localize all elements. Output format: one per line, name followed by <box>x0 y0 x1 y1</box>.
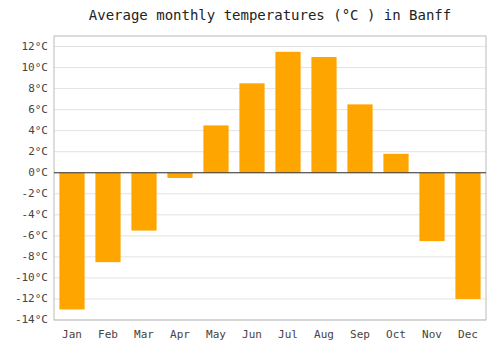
bar <box>167 173 192 178</box>
bar <box>347 104 372 172</box>
y-tick-label: 6°C <box>28 103 48 116</box>
x-tick-label: Oct <box>386 328 406 341</box>
y-tick-label: 4°C <box>28 124 48 137</box>
x-tick-label: Sep <box>350 328 370 341</box>
plot-frame <box>54 36 486 320</box>
x-tick-label: Feb <box>98 328 118 341</box>
y-tick-label: 8°C <box>28 82 48 95</box>
bar <box>383 154 408 173</box>
y-tick-label: 0°C <box>28 166 48 179</box>
zero-line <box>54 172 486 173</box>
x-tick-label: Nov <box>422 328 442 341</box>
y-tick-label: 10°C <box>22 61 49 74</box>
y-tick-label: 12°C <box>22 40 49 53</box>
y-tick-label: -4°C <box>22 208 49 221</box>
grid-line <box>54 46 486 47</box>
grid-line <box>54 172 486 173</box>
grid-line <box>54 151 486 152</box>
y-axis: -14°C -12°C -10°C -8°C -6°C -4°C -2°C 0°C 2°C 4°C… <box>15 40 48 326</box>
bar <box>239 83 264 172</box>
x-tick-label: Mar <box>134 328 154 341</box>
x-tick-label: Jan <box>62 328 82 341</box>
grid-line <box>54 88 486 89</box>
y-grid <box>54 47 486 320</box>
bar <box>311 57 336 173</box>
x-tick-label: Aug <box>314 328 334 341</box>
x-tick-label: Dec <box>458 328 478 341</box>
grid-line <box>54 109 486 110</box>
bars <box>59 52 480 310</box>
x-tick-label: Jul <box>278 328 298 341</box>
x-tick-label: Apr <box>170 328 190 341</box>
bar <box>59 173 84 310</box>
y-tick-label: -10°C <box>15 271 48 284</box>
bar <box>203 125 228 172</box>
y-tick-label: -14°C <box>15 313 48 326</box>
bar <box>95 173 120 262</box>
grid-line <box>54 277 486 278</box>
y-tick-label: -6°C <box>22 229 49 242</box>
chart: Average monthly temperatures (°C ) in Ba… <box>0 0 500 350</box>
x-tick-label: May <box>206 328 226 341</box>
title: Average monthly temperatures (°C ) in Ba… <box>89 7 451 23</box>
y-tick-label: 2°C <box>28 145 48 158</box>
y-tick-label: -8°C <box>22 250 49 263</box>
x-axis: Jan Feb Mar Apr May Jun Jul Aug Sep Oct Nov Dec <box>62 328 478 341</box>
grid-line <box>54 67 486 68</box>
x-tick-label: Jun <box>242 328 262 341</box>
grid-line <box>54 298 486 299</box>
y-tick-label: -2°C <box>22 187 49 200</box>
bar <box>275 52 300 173</box>
bar <box>455 173 480 299</box>
y-tick-label: -12°C <box>15 292 48 305</box>
bar <box>131 173 156 231</box>
bar <box>419 173 444 241</box>
grid-line <box>54 130 486 131</box>
